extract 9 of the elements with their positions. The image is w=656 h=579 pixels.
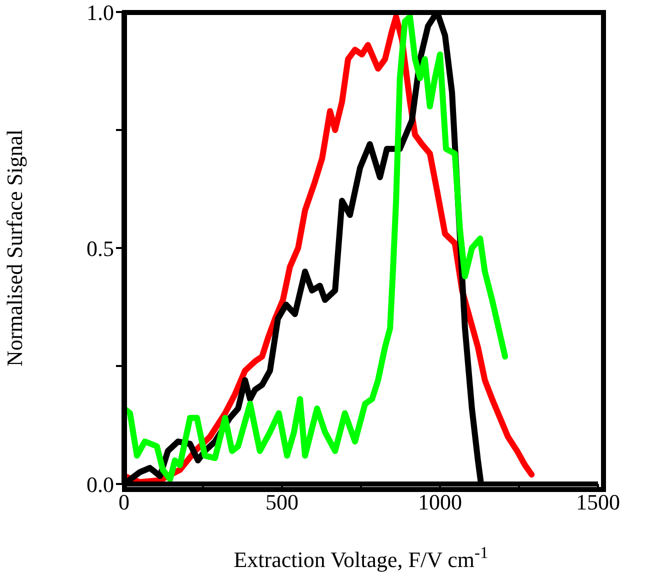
x-tick-label: 1500	[576, 490, 620, 515]
x-axis-title: Extraction Voltage, F/V cm$^{-1}$	[234, 542, 488, 572]
x-tick-label: 500	[266, 490, 298, 515]
y-tick-label: 0.0	[86, 472, 114, 497]
y-axis-title: Normalised Surface Signal	[2, 129, 27, 367]
x-tick-label: 1000	[418, 490, 462, 515]
x-tick-label: 0	[118, 490, 130, 515]
y-tick-label: 0.5	[86, 236, 114, 261]
y-tick-label: 1.0	[86, 0, 114, 25]
